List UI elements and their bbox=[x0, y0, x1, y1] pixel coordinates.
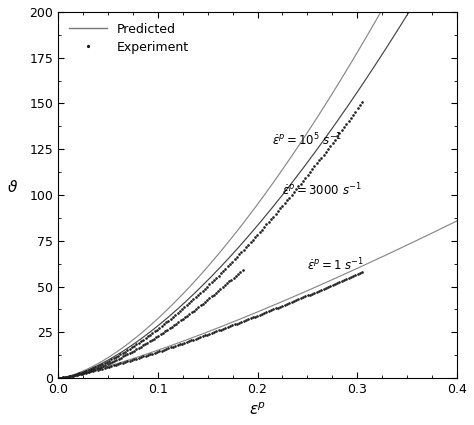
Text: $\dot{\varepsilon}^{p} = 1$ s$^{-1}$: $\dot{\varepsilon}^{p} = 1$ s$^{-1}$ bbox=[308, 256, 365, 273]
Legend: Predicted, Experiment: Predicted, Experiment bbox=[64, 18, 194, 59]
X-axis label: $\varepsilon^{p}$: $\varepsilon^{p}$ bbox=[249, 402, 266, 418]
Y-axis label: $\vartheta$: $\vartheta$ bbox=[7, 179, 18, 195]
Text: $\dot{\varepsilon}^{p} = 10^5$ s$^{-1}$: $\dot{\varepsilon}^{p} = 10^5$ s$^{-1}$ bbox=[273, 132, 343, 148]
Text: $\dot{\varepsilon}^{p} = 3000$ s$^{-1}$: $\dot{\varepsilon}^{p} = 3000$ s$^{-1}$ bbox=[283, 181, 362, 198]
